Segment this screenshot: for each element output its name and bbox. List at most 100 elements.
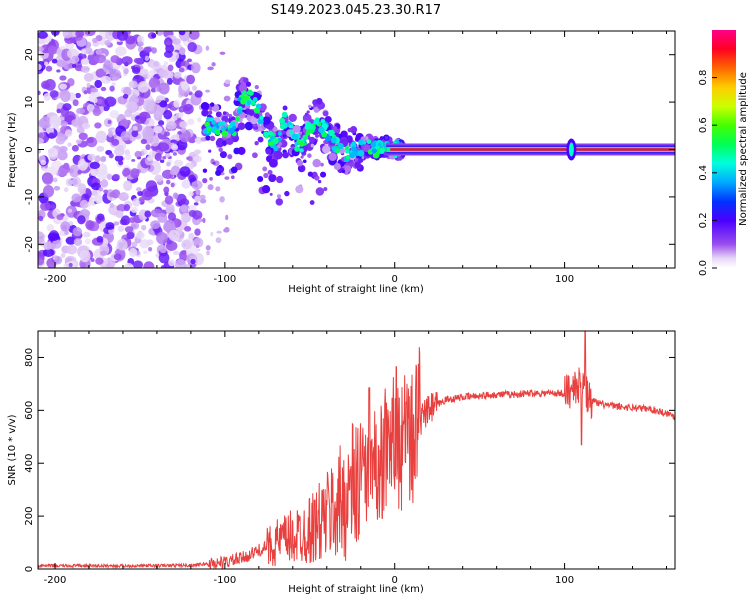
noise-blob (38, 231, 45, 244)
noise-blob (141, 224, 147, 231)
noise-blob (57, 167, 68, 177)
noise-blob (224, 79, 231, 84)
noise-blob (129, 248, 138, 258)
noise-blob (150, 87, 157, 93)
noise-blob (100, 179, 109, 188)
disturbance-halo (300, 155, 304, 159)
noise-blob (81, 122, 91, 130)
noise-blob (145, 180, 158, 192)
noise-blob (51, 58, 58, 64)
noise-blob (166, 77, 173, 85)
disturbance-halo (347, 127, 352, 133)
noise-blob (54, 256, 63, 265)
disturbance-halo (238, 83, 248, 93)
disturbance-core (337, 142, 344, 150)
disturbance-halo (298, 166, 303, 171)
noise-blob (144, 210, 152, 218)
noise-blob (169, 169, 178, 176)
noise-blob (142, 127, 154, 140)
colorbar-tick-label: 0.8 (698, 70, 709, 86)
noise-blob (86, 82, 91, 88)
spectrogram-marks (38, 31, 675, 268)
noise-blob (47, 45, 57, 55)
disturbance-halo (321, 173, 325, 177)
noise-blob (187, 156, 193, 162)
noise-blob (129, 217, 136, 224)
noise-blob (148, 77, 161, 89)
noise-blob (211, 62, 216, 67)
noise-blob (108, 152, 114, 159)
colorbar-tick-label: 0.6 (698, 117, 709, 133)
disturbance-halo (258, 127, 263, 132)
noise-blob (100, 86, 107, 92)
disturbance-halo (323, 187, 328, 192)
disturbance-halo (209, 102, 215, 107)
disturbance-core (328, 129, 335, 137)
noise-blob (118, 160, 124, 166)
noise-blob (96, 235, 104, 243)
noise-blob (112, 173, 120, 180)
noise-blob (117, 225, 125, 232)
noise-blob (102, 61, 113, 73)
noise-blob (190, 258, 196, 265)
noise-blob (48, 147, 58, 158)
noise-blob (159, 100, 168, 108)
noise-blob (209, 176, 213, 181)
noise-blob (188, 191, 194, 197)
disturbance-halo (332, 125, 338, 132)
noise-blob (113, 146, 125, 157)
noise-blob (77, 183, 87, 194)
noise-blob (52, 177, 58, 183)
noise-blob (53, 219, 58, 223)
noise-blob (91, 182, 102, 191)
noise-blob (210, 231, 214, 237)
noise-blob (130, 206, 139, 213)
spectrogram-xlabel: Height of straight line (km) (288, 284, 424, 295)
noise-blob (157, 213, 168, 223)
noise-blob (49, 115, 62, 128)
noise-blob (178, 67, 185, 73)
disturbance-halo (379, 136, 384, 140)
disturbance-core (214, 129, 221, 136)
disturbance-halo (202, 168, 208, 173)
disturbance-core (259, 115, 264, 120)
disturbance-halo (264, 112, 270, 118)
disturbance-core (351, 146, 357, 152)
disturbance-halo (257, 136, 264, 143)
noise-blob (175, 259, 187, 268)
noise-blob (164, 131, 170, 137)
noise-blob (71, 119, 79, 127)
noise-blob (107, 131, 114, 138)
noise-blob (137, 190, 143, 197)
noise-blob (193, 155, 202, 163)
disturbance-halo (312, 158, 321, 168)
noise-blob (166, 41, 172, 46)
noise-blob (104, 39, 111, 46)
noise-blob (216, 230, 222, 234)
noise-blob (59, 75, 67, 81)
noise-blob (38, 137, 45, 145)
disturbance-core (345, 149, 350, 154)
noise-blob (120, 118, 129, 128)
noise-blob (109, 191, 117, 198)
disturbance-core (321, 131, 328, 138)
disturbance-halo (208, 149, 212, 153)
disturbance-core (279, 123, 286, 130)
noise-blob (96, 145, 105, 152)
disturbance-core (299, 148, 304, 153)
disturbance-halo (263, 172, 269, 179)
noise-blob (194, 137, 203, 144)
noise-blob (192, 85, 198, 91)
disturbance-halo (317, 179, 322, 184)
disturbance-core (267, 141, 272, 146)
disturbance-core (379, 149, 385, 154)
disturbance-core (320, 118, 326, 124)
disturbance-core (366, 139, 372, 144)
noise-blob (76, 107, 86, 115)
noise-blob (132, 260, 143, 268)
noise-blob (46, 257, 57, 268)
noise-blob (80, 48, 87, 55)
snr-xtick-label: -100 (214, 575, 237, 586)
